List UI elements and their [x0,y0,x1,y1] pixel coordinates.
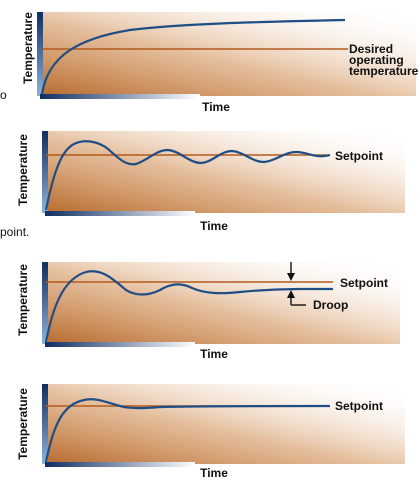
panel-1-y-axis [37,12,43,96]
cropped-fragment: o [0,88,7,102]
desired-label-line2: operating [349,53,404,67]
panel-3-setpoint-label: Setpoint [340,276,388,290]
panel-2-shading [45,131,405,213]
panel-1-x-axis [40,94,200,99]
panel-4-y-axis [42,384,48,464]
panel-4-x-axis [45,462,195,467]
desired-label-line3: temperature [349,64,419,78]
panel-3-shading [45,262,400,344]
panel-3-x-label: Time [200,347,228,361]
panel-1-y-label: Temperature [21,12,35,84]
panel-2-response-curve [44,140,331,211]
panel-4-shading [45,384,405,464]
panel-3-response-curve [44,270,333,343]
panel-2-x-label: Time [200,219,228,233]
panel-2-setpoint-label: Setpoint [335,149,383,163]
desired-label-line1: Desired [349,42,393,56]
cropped-text-point: point. [0,225,29,239]
panel-3-x-axis [45,342,195,347]
panel-4-setpoint-label: Setpoint [335,399,383,413]
panel-2-y-label: Temperature [16,134,30,206]
panel-3-y-axis [42,262,48,344]
panel-4-y-label: Temperature [16,388,30,460]
droop-arrow-top-head [287,273,295,281]
panel-3-y-label: Temperature [16,264,30,336]
panel-2-y-axis [42,131,48,213]
panel-4-response-curve [44,398,331,463]
panel-1-response-curve [40,18,346,95]
panel-4: Setpoint Temperature Time [16,384,405,480]
panel-3: Setpoint Droop Temperature Time [16,262,400,361]
panel-1-x-label: Time [202,100,230,114]
droop-arrow-bottom-head [287,290,295,298]
panel-4-x-label: Time [200,466,228,480]
panel-2: Temperature Time Setpoint point. [0,131,405,239]
panel-1-shading [40,12,416,96]
panel-2-x-axis [45,211,195,216]
panel-1: Temperature Time Desired operating tempe… [0,12,419,114]
droop-label: Droop [313,298,348,312]
